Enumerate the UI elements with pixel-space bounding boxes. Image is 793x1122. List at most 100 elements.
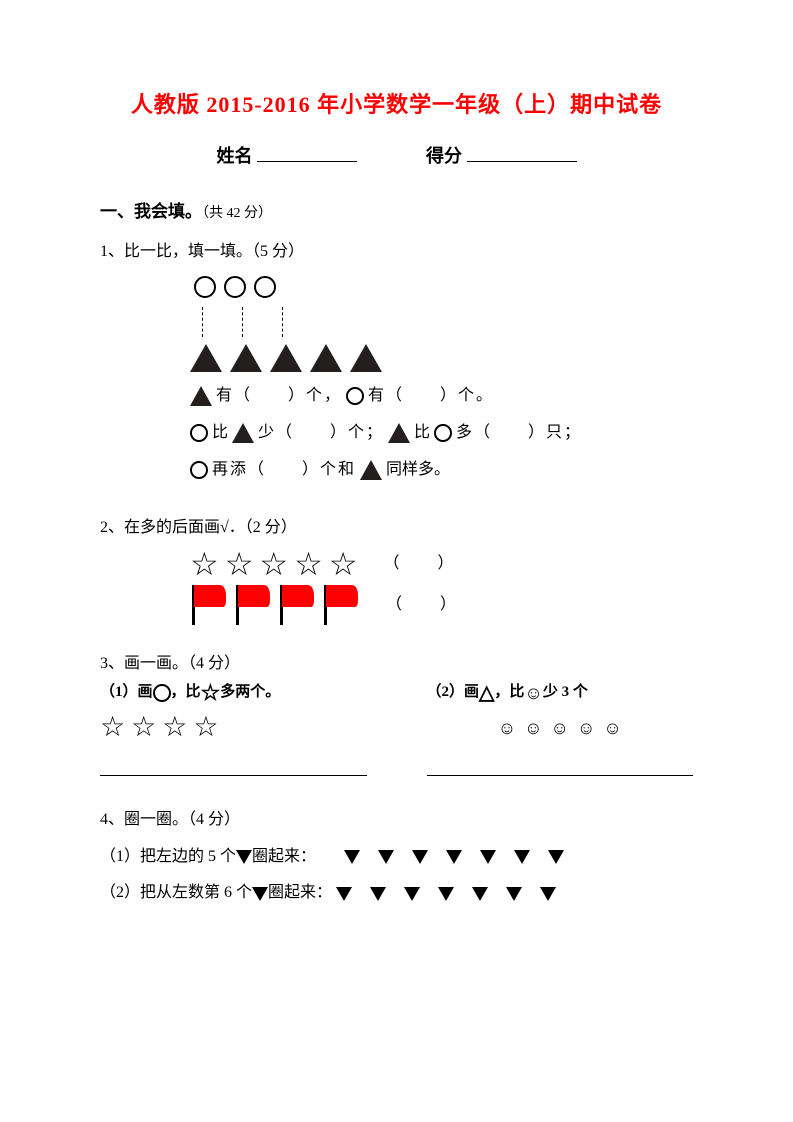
flag-icon (234, 585, 272, 625)
q3-right-smiles: ☺ ☺ ☺ ☺ ☺ (427, 714, 694, 743)
triangle-down-icon (412, 850, 428, 864)
q3r-t3: 少 3 个 (543, 684, 588, 700)
q1-text-b4: 多（ ）只； (456, 424, 582, 441)
q3r-t1: （2）画 (427, 684, 480, 700)
q3-left-prompt: （1）画，比☆多两个。 (100, 679, 367, 706)
flag-icon (278, 585, 316, 625)
star-icon: ☆ (100, 714, 125, 742)
circle-icon (190, 461, 208, 479)
triangle-down-icon (514, 850, 530, 864)
star-icon: ☆ (193, 714, 218, 742)
student-info-line: 姓名 得分 (100, 140, 693, 172)
question-1: 1、比一比，填一填。（5 分） 有（ ）个， 有（ ）个。 比 少（ ）个； 比… (100, 238, 693, 485)
q3-right: （2）画△，比☺少 3 个 ☺☺☺☺☺ (427, 679, 694, 776)
q3-prompt: 3、画一画。（4 分） (100, 650, 693, 679)
q2-paren-2[interactable]: （ ） (386, 591, 458, 620)
triangle-outline-icon: △ (479, 683, 494, 703)
q1-text-b3: 比 (414, 424, 430, 441)
q3l-t1: （1）画 (100, 684, 153, 700)
section-1-heading: 一、我会填。（共 42 分） (100, 197, 693, 228)
triangle-down-icon (438, 887, 454, 901)
triangle-down-icon (540, 887, 556, 901)
smile-icon: ☺ (524, 684, 542, 702)
q4-row-1-triangles[interactable] (344, 848, 582, 865)
score-blank[interactable] (467, 143, 577, 162)
triangle-down-icon (480, 850, 496, 864)
smile-icon: ☺ (603, 719, 621, 737)
flag-icon (190, 585, 228, 625)
name-label: 姓名 (217, 146, 253, 166)
triangle-icon (232, 423, 254, 443)
q3l-t3: 多两个。 (220, 684, 280, 700)
q4-1b: 圈起来： (252, 848, 316, 865)
triangle-down-icon (252, 887, 268, 901)
flag-icon (322, 585, 360, 625)
q2-stars-row: ☆☆☆☆☆ （ ） (190, 548, 693, 580)
triangle-down-icon (336, 887, 352, 901)
dash-line (202, 307, 203, 337)
star-icon: ☆ (225, 548, 254, 580)
q1-text-a2: 有（ ）个。 (368, 387, 494, 404)
q4-row-2-triangles[interactable] (336, 884, 574, 901)
triangle-icon (270, 344, 302, 372)
q2-stars: ☆☆☆☆☆ (190, 548, 363, 580)
q3r-t2: ，比 (494, 684, 524, 700)
star-icon: ☆ (329, 548, 358, 580)
dash-line (242, 307, 243, 337)
q3-right-answer-line[interactable] (427, 751, 694, 776)
q2-paren-1[interactable]: （ ） (383, 550, 455, 579)
q1-text-b2: 少（ ）个； (258, 424, 384, 441)
triangle-down-icon (236, 850, 252, 864)
exam-title: 人教版 2015-2016 年小学数学一年级（上）期中试卷 (100, 85, 693, 125)
q1-circles-row (194, 272, 693, 301)
circle-icon (190, 424, 208, 442)
triangle-icon (360, 460, 382, 480)
q2-prompt: 2、在多的后面画√．（2 分） (100, 514, 693, 543)
q4-line-2: （2）把从左数第 6 个圈起来： (100, 879, 693, 908)
star-icon: ☆ (201, 682, 221, 704)
smile-icon: ☺ (498, 719, 516, 737)
circle-icon (194, 276, 216, 298)
q1-triangles-row (190, 343, 693, 372)
triangle-down-icon (344, 850, 360, 864)
question-3: 3、画一画。（4 分） （1）画，比☆多两个。 ☆☆☆☆ （2）画△，比☺少 3… (100, 650, 693, 776)
smile-icon: ☺ (577, 719, 595, 737)
smile-icon: ☺ (524, 719, 542, 737)
triangle-icon (230, 344, 262, 372)
triangle-down-icon (446, 850, 462, 864)
q4-prompt: 4、圈一圈。（4 分） (100, 806, 693, 835)
section-1-title: 一、我会填。 (100, 202, 202, 221)
triangle-icon (190, 344, 222, 372)
q4-line-1: （1）把左边的 5 个圈起来： (100, 843, 693, 872)
q3-left-answer-line[interactable] (100, 751, 367, 776)
q1-line-a: 有（ ）个， 有（ ）个。 (190, 382, 693, 411)
score-label: 得分 (426, 146, 462, 166)
q3-left: （1）画，比☆多两个。 ☆☆☆☆ (100, 679, 367, 776)
triangle-down-icon (472, 887, 488, 901)
q4-2a: （2）把从左数第 6 个 (100, 884, 252, 901)
q1-prompt: 1、比一比，填一填。（5 分） (100, 238, 693, 267)
triangle-down-icon (548, 850, 564, 864)
circle-icon (434, 424, 452, 442)
q1-line-b: 比 少（ ）个； 比 多（ ）只； (190, 419, 693, 448)
q2-flags-row: （ ） (190, 585, 693, 625)
smile-icon: ☺ (551, 719, 569, 737)
triangle-down-icon (378, 850, 394, 864)
question-4: 4、圈一圈。（4 分） （1）把左边的 5 个圈起来： （2）把从左数第 6 个… (100, 806, 693, 908)
dash-line (282, 307, 283, 337)
q2-flags (190, 585, 366, 625)
name-blank[interactable] (257, 143, 357, 162)
question-2: 2、在多的后面画√．（2 分） ☆☆☆☆☆ （ ） （ ） (100, 514, 693, 625)
circle-icon (153, 684, 171, 702)
triangle-icon (350, 344, 382, 372)
q1-text-b1: 比 (212, 424, 228, 441)
q3-right-prompt: （2）画△，比☺少 3 个 (427, 679, 694, 706)
star-icon: ☆ (259, 548, 288, 580)
star-icon: ☆ (131, 714, 156, 742)
section-1-points: （共 42 分） (202, 206, 272, 221)
q1-line-c: 再添（ ）个和 同样多。 (190, 456, 693, 485)
star-icon: ☆ (162, 714, 187, 742)
q3-left-stars: ☆☆☆☆ (100, 714, 367, 743)
triangle-icon (310, 344, 342, 372)
triangle-down-icon (506, 887, 522, 901)
